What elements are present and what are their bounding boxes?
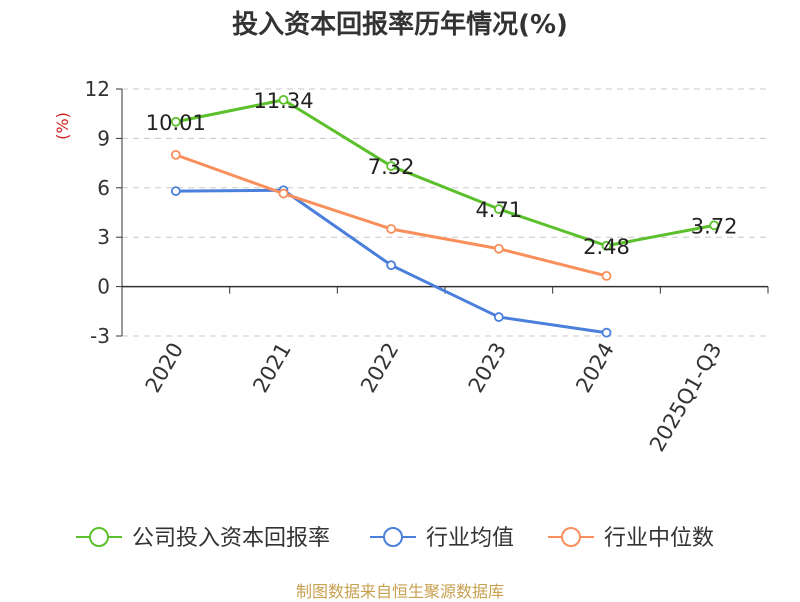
y-tick-label: 3 bbox=[97, 225, 110, 249]
x-tick-label: 2021 bbox=[248, 339, 296, 397]
data-point bbox=[493, 312, 504, 322]
legend-label-2: 行业中位数 bbox=[604, 526, 714, 551]
y-tick-label: -3 bbox=[90, 324, 110, 348]
y-tick-label: 0 bbox=[97, 275, 110, 299]
data-point bbox=[170, 149, 181, 160]
grid-lines bbox=[122, 88, 768, 337]
data-point bbox=[386, 224, 397, 234]
data-point bbox=[709, 220, 720, 231]
chart-title: 投入资本回报率历年情况(%) bbox=[232, 10, 568, 40]
series-line-0 bbox=[175, 98, 715, 248]
data-label: 7.32 bbox=[368, 155, 415, 179]
legend-label-1: 行业均值 bbox=[426, 526, 514, 551]
y-tick-label: 6 bbox=[97, 176, 110, 200]
data-label: 11.34 bbox=[253, 89, 313, 113]
x-tick-label: 2023 bbox=[464, 339, 512, 397]
data-point bbox=[386, 161, 397, 171]
data-point bbox=[493, 243, 504, 254]
data-point bbox=[278, 94, 289, 105]
data-label: 10.01 bbox=[146, 111, 206, 135]
legend-label-0: 公司投入资本回报率 bbox=[132, 526, 330, 551]
y-axis-label: (%) bbox=[53, 112, 72, 140]
data-point bbox=[170, 186, 181, 196]
x-tick-label: 2022 bbox=[356, 339, 404, 397]
data-point bbox=[386, 260, 397, 271]
data-point bbox=[493, 204, 504, 214]
data-label: 2.48 bbox=[583, 235, 630, 259]
legend-marker bbox=[383, 527, 403, 547]
x-tick-label: 2020 bbox=[141, 339, 189, 397]
x-tick-label: 2025Q1-Q3 bbox=[645, 339, 727, 456]
data-point bbox=[601, 327, 612, 338]
data-label: 4.71 bbox=[475, 198, 522, 222]
data-label: 3.72 bbox=[691, 214, 738, 238]
legend-marker bbox=[89, 527, 109, 547]
y-tick-label: 9 bbox=[97, 126, 110, 150]
data-labels: 10.01 11.34 7.32 4.71 2.48 3.72 bbox=[146, 89, 738, 259]
legend-marker bbox=[561, 527, 581, 547]
data-point bbox=[601, 270, 612, 281]
data-point bbox=[278, 188, 289, 199]
legend: 公司投入资本回报率 行业均值 行业中位数 bbox=[76, 526, 714, 551]
series-lines bbox=[170, 94, 720, 338]
x-tick-label: 2024 bbox=[571, 339, 619, 397]
y-tick-label: 12 bbox=[85, 77, 110, 101]
data-point bbox=[170, 116, 181, 127]
data-point bbox=[601, 240, 612, 251]
data-source-note: 制图数据来自恒生聚源数据库 bbox=[295, 582, 504, 601]
